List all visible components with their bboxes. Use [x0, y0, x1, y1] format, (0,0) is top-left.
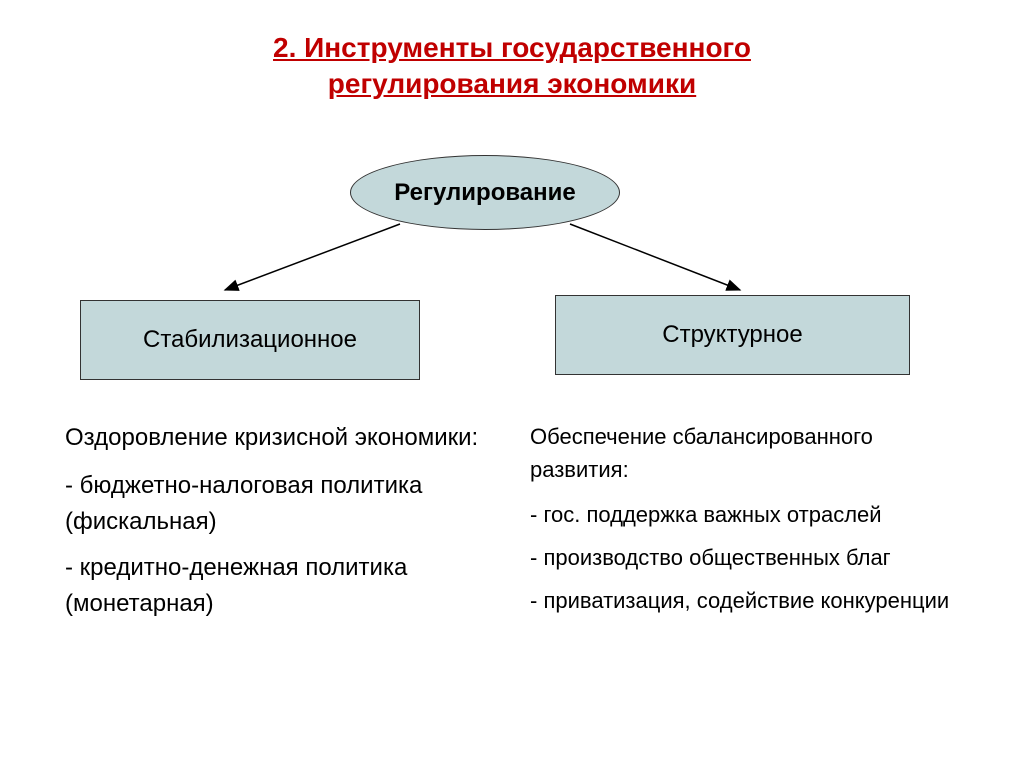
text-right-heading: Обеспечение сбалансированного развития:: [530, 420, 970, 486]
slide-title: 2. Инструменты государственного регулиро…: [0, 30, 1024, 103]
root-ellipse-label: Регулирование: [394, 179, 576, 207]
text-right-item: - приватизация, содействие конкуренции: [530, 584, 970, 617]
text-right: Обеспечение сбалансированного развития: …: [530, 420, 970, 627]
arrow-left: [225, 224, 400, 290]
text-left-item: - кредитно-денежная политика (монетарная…: [65, 550, 485, 622]
text-left-heading: Оздоровление кризисной экономики:: [65, 420, 485, 456]
box-left: Стабилизационное: [80, 300, 420, 380]
arrow-right: [570, 224, 740, 290]
root-ellipse: Регулирование: [350, 155, 620, 230]
text-right-item: - гос. поддержка важных отраслей: [530, 498, 970, 531]
text-left: Оздоровление кризисной экономики: - бюдж…: [65, 420, 485, 632]
box-right: Структурное: [555, 295, 910, 375]
title-line1: 2. Инструменты государственного: [273, 32, 751, 63]
text-right-item: - производство общественных благ: [530, 541, 970, 574]
box-left-label: Стабилизационное: [143, 326, 357, 354]
arrows-svg: [0, 0, 1024, 767]
box-right-label: Структурное: [662, 321, 802, 349]
title-line2: регулирования экономики: [328, 68, 696, 99]
text-left-item: - бюджетно-налоговая политика (фискальна…: [65, 468, 485, 540]
